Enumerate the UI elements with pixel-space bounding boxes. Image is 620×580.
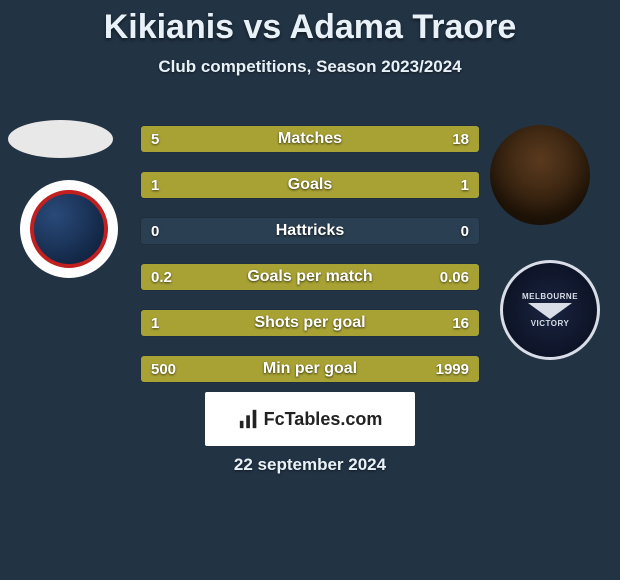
stat-label: Shots per goal	[141, 310, 479, 336]
stat-row: 116Shots per goal	[140, 309, 480, 337]
stat-label: Matches	[141, 126, 479, 152]
player2-club-logo: MELBOURNE VICTORY	[500, 260, 600, 360]
chart-icon	[238, 408, 260, 430]
stat-label: Goals	[141, 172, 479, 198]
date-label: 22 september 2024	[0, 455, 620, 475]
brand-badge: FcTables.com	[205, 392, 415, 446]
victory-text: VICTORY	[531, 319, 570, 328]
victory-chevron-icon	[528, 303, 572, 319]
stat-row: 518Matches	[140, 125, 480, 153]
stat-row: 0.20.06Goals per match	[140, 263, 480, 291]
stat-row: 11Goals	[140, 171, 480, 199]
stat-label: Hattricks	[141, 218, 479, 244]
stat-label: Goals per match	[141, 264, 479, 290]
stat-row: 00Hattricks	[140, 217, 480, 245]
stat-label: Min per goal	[141, 356, 479, 382]
stat-row: 5001999Min per goal	[140, 355, 480, 383]
brand-text: FcTables.com	[264, 409, 383, 430]
stats-comparison: 518Matches 11Goals 00Hattricks 0.20.06Goals…	[140, 125, 480, 401]
melbourne-text: MELBOURNE	[522, 292, 578, 301]
player2-avatar	[490, 125, 590, 225]
subtitle: Club competitions, Season 2023/2024	[0, 57, 620, 77]
player1-avatar	[8, 120, 113, 158]
player1-club-logo	[20, 180, 118, 278]
adelaide-united-icon	[30, 190, 108, 268]
page-title: Kikianis vs Adama Traore	[0, 0, 620, 47]
